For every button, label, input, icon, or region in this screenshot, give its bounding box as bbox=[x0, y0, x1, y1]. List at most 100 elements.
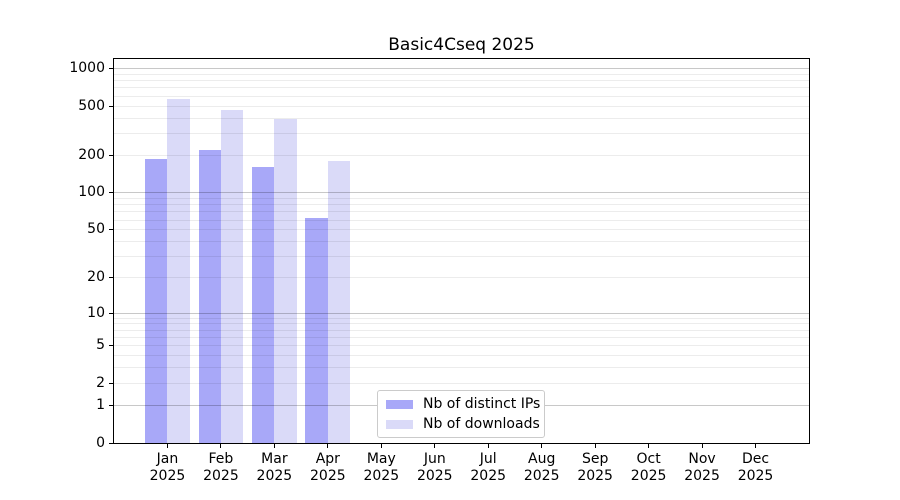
y-tick-5 bbox=[109, 345, 113, 347]
bar-distinct-ips-mar bbox=[251, 166, 275, 443]
plot-area bbox=[113, 58, 810, 444]
y-tick-label-1: 1 bbox=[96, 396, 105, 413]
gridline-minor-70 bbox=[114, 211, 809, 213]
y-tick-0 bbox=[109, 442, 113, 444]
month-label: Sep bbox=[581, 451, 609, 467]
bar-distinct-ips-jan bbox=[145, 158, 168, 443]
y-tick-label-200: 200 bbox=[78, 147, 105, 164]
year-label: 2025 bbox=[416, 467, 453, 484]
legend-item-distinct-ips: Nb of distinct IPs bbox=[384, 396, 541, 412]
gridline-minor-300 bbox=[114, 133, 809, 135]
gridline-minor-400 bbox=[114, 117, 809, 119]
gridline-minor-900 bbox=[114, 73, 809, 75]
x-tick-label-apr: Apr 2025 bbox=[296, 451, 360, 484]
gridline-minor-8 bbox=[114, 323, 809, 325]
x-tick-aug bbox=[541, 444, 543, 448]
y-tick-label-500: 500 bbox=[78, 97, 105, 114]
month-label: Oct bbox=[636, 451, 661, 467]
year-label: 2025 bbox=[630, 467, 667, 484]
gridlines-layer bbox=[114, 59, 809, 443]
year-label: 2025 bbox=[363, 467, 400, 484]
month-label: Aug bbox=[528, 451, 556, 467]
bar-downloads-jan bbox=[167, 99, 190, 443]
bar-downloads-feb bbox=[220, 110, 244, 443]
gridline-minor-80 bbox=[114, 204, 809, 206]
gridline-minor-60 bbox=[114, 219, 809, 221]
gridline-minor-2 bbox=[114, 382, 809, 384]
x-tick-label-jan: Jan 2025 bbox=[135, 451, 199, 484]
month-label: Nov bbox=[688, 451, 716, 467]
y-tick-200 bbox=[109, 155, 113, 157]
x-tick-dec bbox=[755, 444, 757, 448]
gridline-minor-40 bbox=[114, 241, 809, 243]
gridline-minor-3 bbox=[114, 367, 809, 369]
gridline-minor-4 bbox=[114, 355, 809, 357]
gridline-minor-600 bbox=[114, 95, 809, 97]
year-label: 2025 bbox=[737, 467, 774, 484]
legend: Nb of distinct IPs Nb of downloads bbox=[377, 390, 545, 438]
gridline-minor-90 bbox=[114, 197, 809, 199]
y-tick-2 bbox=[109, 382, 113, 384]
x-tick-nov bbox=[701, 444, 703, 448]
gridline-minor-200 bbox=[114, 155, 809, 157]
y-tick-10 bbox=[109, 312, 113, 314]
x-tick-label-may: May 2025 bbox=[349, 451, 413, 484]
year-label: 2025 bbox=[310, 467, 346, 484]
bar-downloads-apr bbox=[327, 160, 351, 443]
x-tick-jun bbox=[434, 444, 436, 448]
chart-title: Basic4Cseq 2025 bbox=[388, 35, 535, 55]
bars-layer bbox=[114, 59, 809, 443]
y-tick-500 bbox=[109, 105, 113, 107]
x-tick-label-oct: Oct 2025 bbox=[617, 451, 681, 484]
year-label: 2025 bbox=[203, 467, 239, 484]
legend-label-distinct-ips: Nb of distinct IPs bbox=[423, 396, 541, 412]
y-tick-label-50: 50 bbox=[87, 221, 105, 238]
bar-downloads-mar bbox=[274, 119, 297, 443]
year-label: 2025 bbox=[470, 467, 507, 484]
legend-item-downloads: Nb of downloads bbox=[384, 416, 540, 432]
y-tick-label-5: 5 bbox=[96, 337, 105, 354]
bar-distinct-ips-apr bbox=[305, 217, 328, 443]
month-label: Jun bbox=[423, 451, 446, 467]
y-tick-label-20: 20 bbox=[87, 269, 105, 286]
x-tick-label-jul: Jul 2025 bbox=[456, 451, 520, 484]
x-tick-jan bbox=[166, 444, 168, 448]
y-tick-1 bbox=[109, 404, 113, 406]
legend-swatch-distinct-ips bbox=[386, 399, 413, 409]
x-tick-label-sep: Sep 2025 bbox=[563, 451, 627, 484]
x-tick-mar bbox=[273, 444, 275, 448]
gridline-minor-7 bbox=[114, 329, 809, 331]
x-tick-oct bbox=[648, 444, 650, 448]
y-tick-label-10: 10 bbox=[87, 304, 105, 321]
gridline-major-1000 bbox=[114, 68, 809, 69]
y-tick-20 bbox=[109, 277, 113, 279]
gridline-major-100 bbox=[114, 192, 809, 194]
month-label: Jul bbox=[479, 451, 497, 467]
legend-swatch-downloads bbox=[386, 419, 413, 429]
month-label: May bbox=[366, 451, 396, 467]
gridline-major-10 bbox=[114, 312, 809, 314]
month-label: Apr bbox=[315, 451, 340, 467]
year-label: 2025 bbox=[523, 467, 560, 484]
x-tick-feb bbox=[220, 444, 222, 448]
x-tick-label-nov: Nov 2025 bbox=[670, 451, 734, 484]
year-label: 2025 bbox=[256, 467, 293, 484]
gridline-minor-50 bbox=[114, 229, 809, 231]
bar-distinct-ips-feb bbox=[198, 149, 221, 443]
x-tick-label-jun: Jun 2025 bbox=[403, 451, 467, 484]
month-label: Mar bbox=[261, 451, 288, 467]
x-tick-sep bbox=[594, 444, 596, 448]
gridline-minor-20 bbox=[114, 277, 809, 279]
gridline-minor-800 bbox=[114, 80, 809, 82]
gridline-minor-6 bbox=[114, 337, 809, 339]
gridline-minor-500 bbox=[114, 105, 809, 107]
year-label: 2025 bbox=[684, 467, 720, 484]
x-tick-label-aug: Aug 2025 bbox=[510, 451, 574, 484]
y-tick-label-2: 2 bbox=[96, 374, 105, 391]
x-tick-may bbox=[380, 444, 382, 448]
x-tick-apr bbox=[327, 444, 329, 448]
month-label: Feb bbox=[208, 451, 234, 467]
y-tick-label-1000: 1000 bbox=[69, 60, 105, 76]
month-label: Dec bbox=[741, 451, 770, 467]
